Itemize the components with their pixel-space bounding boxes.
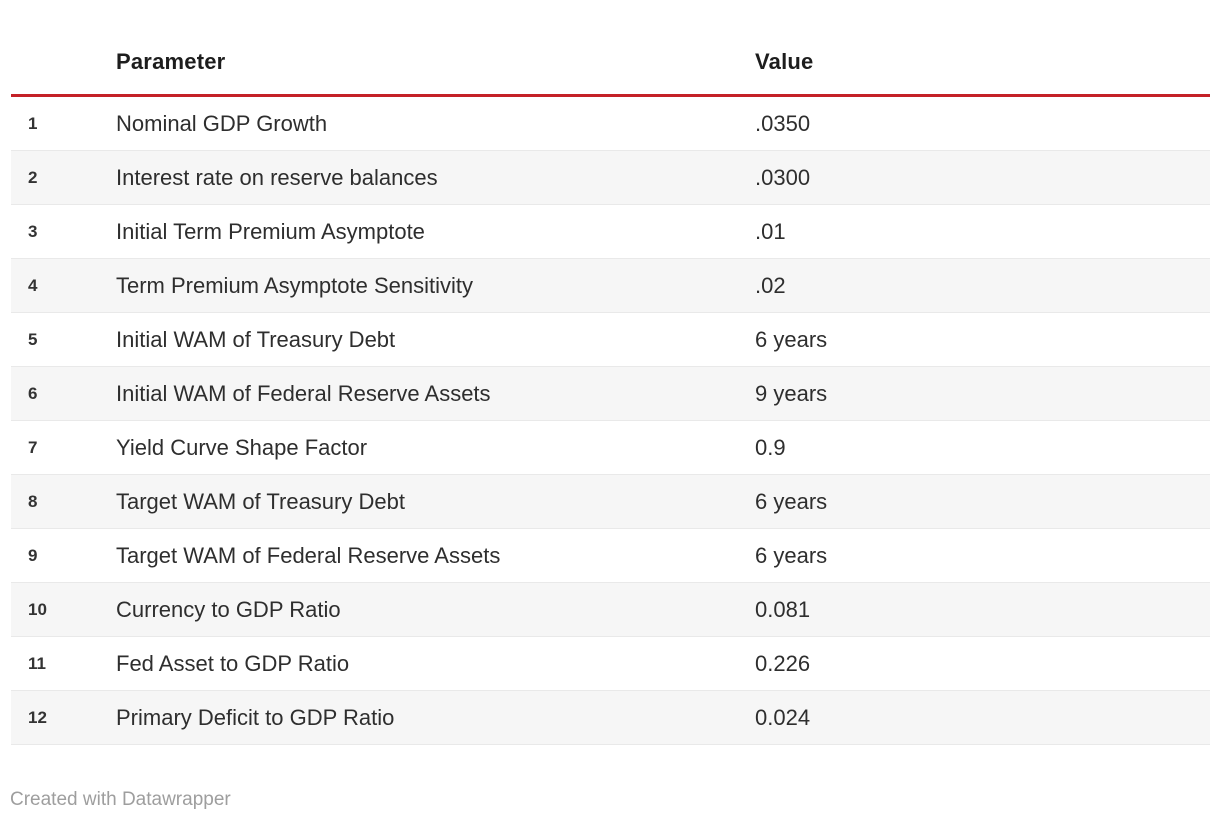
row-number: 12 bbox=[28, 707, 47, 727]
parameter-cell: Term Premium Asymptote Sensitivity bbox=[116, 272, 473, 298]
parameter-cell: Yield Curve Shape Factor bbox=[116, 434, 368, 460]
value-cell: .02 bbox=[755, 272, 786, 298]
table-row: 10 Currency to GDP Ratio 0.081 bbox=[11, 583, 1210, 637]
parameter-cell: Initial Term Premium Asymptote bbox=[116, 218, 425, 244]
table-header-row: Parameter Value bbox=[11, 0, 1210, 97]
row-number: 4 bbox=[28, 275, 38, 295]
parameter-cell: Primary Deficit to GDP Ratio bbox=[116, 704, 395, 730]
parameter-cell: Nominal GDP Growth bbox=[116, 110, 328, 136]
value-cell: 0.081 bbox=[755, 596, 811, 622]
attribution-text: Created with Datawrapper bbox=[10, 789, 231, 810]
table-row: 12 Primary Deficit to GDP Ratio 0.024 bbox=[11, 691, 1210, 745]
table-row: 6 Initial WAM of Federal Reserve Assets … bbox=[11, 367, 1210, 421]
row-number: 5 bbox=[28, 329, 38, 349]
row-number: 11 bbox=[28, 653, 46, 673]
column-header-parameter: Parameter bbox=[116, 49, 226, 74]
row-number: 9 bbox=[28, 545, 38, 565]
parameter-cell: Initial WAM of Treasury Debt bbox=[116, 326, 396, 352]
table-row: 9 Target WAM of Federal Reserve Assets 6… bbox=[11, 529, 1210, 583]
row-number: 7 bbox=[28, 437, 38, 457]
table-row: 8 Target WAM of Treasury Debt 6 years bbox=[11, 475, 1210, 529]
value-cell: .0300 bbox=[755, 164, 811, 190]
value-cell: .01 bbox=[755, 218, 786, 244]
row-number: 3 bbox=[28, 221, 38, 241]
attribution-footer: Created with Datawrapper bbox=[10, 789, 231, 811]
value-cell: 6 years bbox=[755, 542, 828, 568]
parameter-cell: Target WAM of Federal Reserve Assets bbox=[116, 542, 501, 568]
value-cell: 0.024 bbox=[755, 704, 811, 730]
table-row: 3 Initial Term Premium Asymptote .01 bbox=[11, 205, 1210, 259]
column-header-value: Value bbox=[755, 49, 814, 74]
parameter-cell: Initial WAM of Federal Reserve Assets bbox=[116, 380, 491, 406]
value-cell: .0350 bbox=[755, 110, 811, 136]
value-cell: 0.9 bbox=[755, 434, 786, 460]
table-row: 1 Nominal GDP Growth .0350 bbox=[11, 97, 1210, 151]
parameter-cell: Target WAM of Treasury Debt bbox=[116, 488, 405, 514]
table-row: 2 Interest rate on reserve balances .030… bbox=[11, 151, 1210, 205]
value-cell: 6 years bbox=[755, 326, 828, 352]
row-number: 6 bbox=[28, 383, 38, 403]
value-cell: 6 years bbox=[755, 488, 828, 514]
row-number: 2 bbox=[28, 167, 38, 187]
row-number: 8 bbox=[28, 491, 38, 511]
table-row: 11 Fed Asset to GDP Ratio 0.226 bbox=[11, 637, 1210, 691]
value-cell: 0.226 bbox=[755, 650, 811, 676]
table-row: 7 Yield Curve Shape Factor 0.9 bbox=[11, 421, 1210, 475]
row-number: 1 bbox=[28, 113, 38, 133]
value-cell: 9 years bbox=[755, 380, 828, 406]
table-row: 5 Initial WAM of Treasury Debt 6 years bbox=[11, 313, 1210, 367]
table-row: 4 Term Premium Asymptote Sensitivity .02 bbox=[11, 259, 1210, 313]
parameter-table: Parameter Value 1 Nominal GDP Growth .03… bbox=[11, 0, 1210, 745]
parameter-cell: Fed Asset to GDP Ratio bbox=[116, 650, 350, 676]
row-number: 10 bbox=[28, 599, 47, 619]
parameter-cell: Interest rate on reserve balances bbox=[116, 164, 438, 190]
table-body: 1 Nominal GDP Growth .0350 2 Interest ra… bbox=[11, 97, 1210, 745]
parameter-cell: Currency to GDP Ratio bbox=[116, 596, 341, 622]
